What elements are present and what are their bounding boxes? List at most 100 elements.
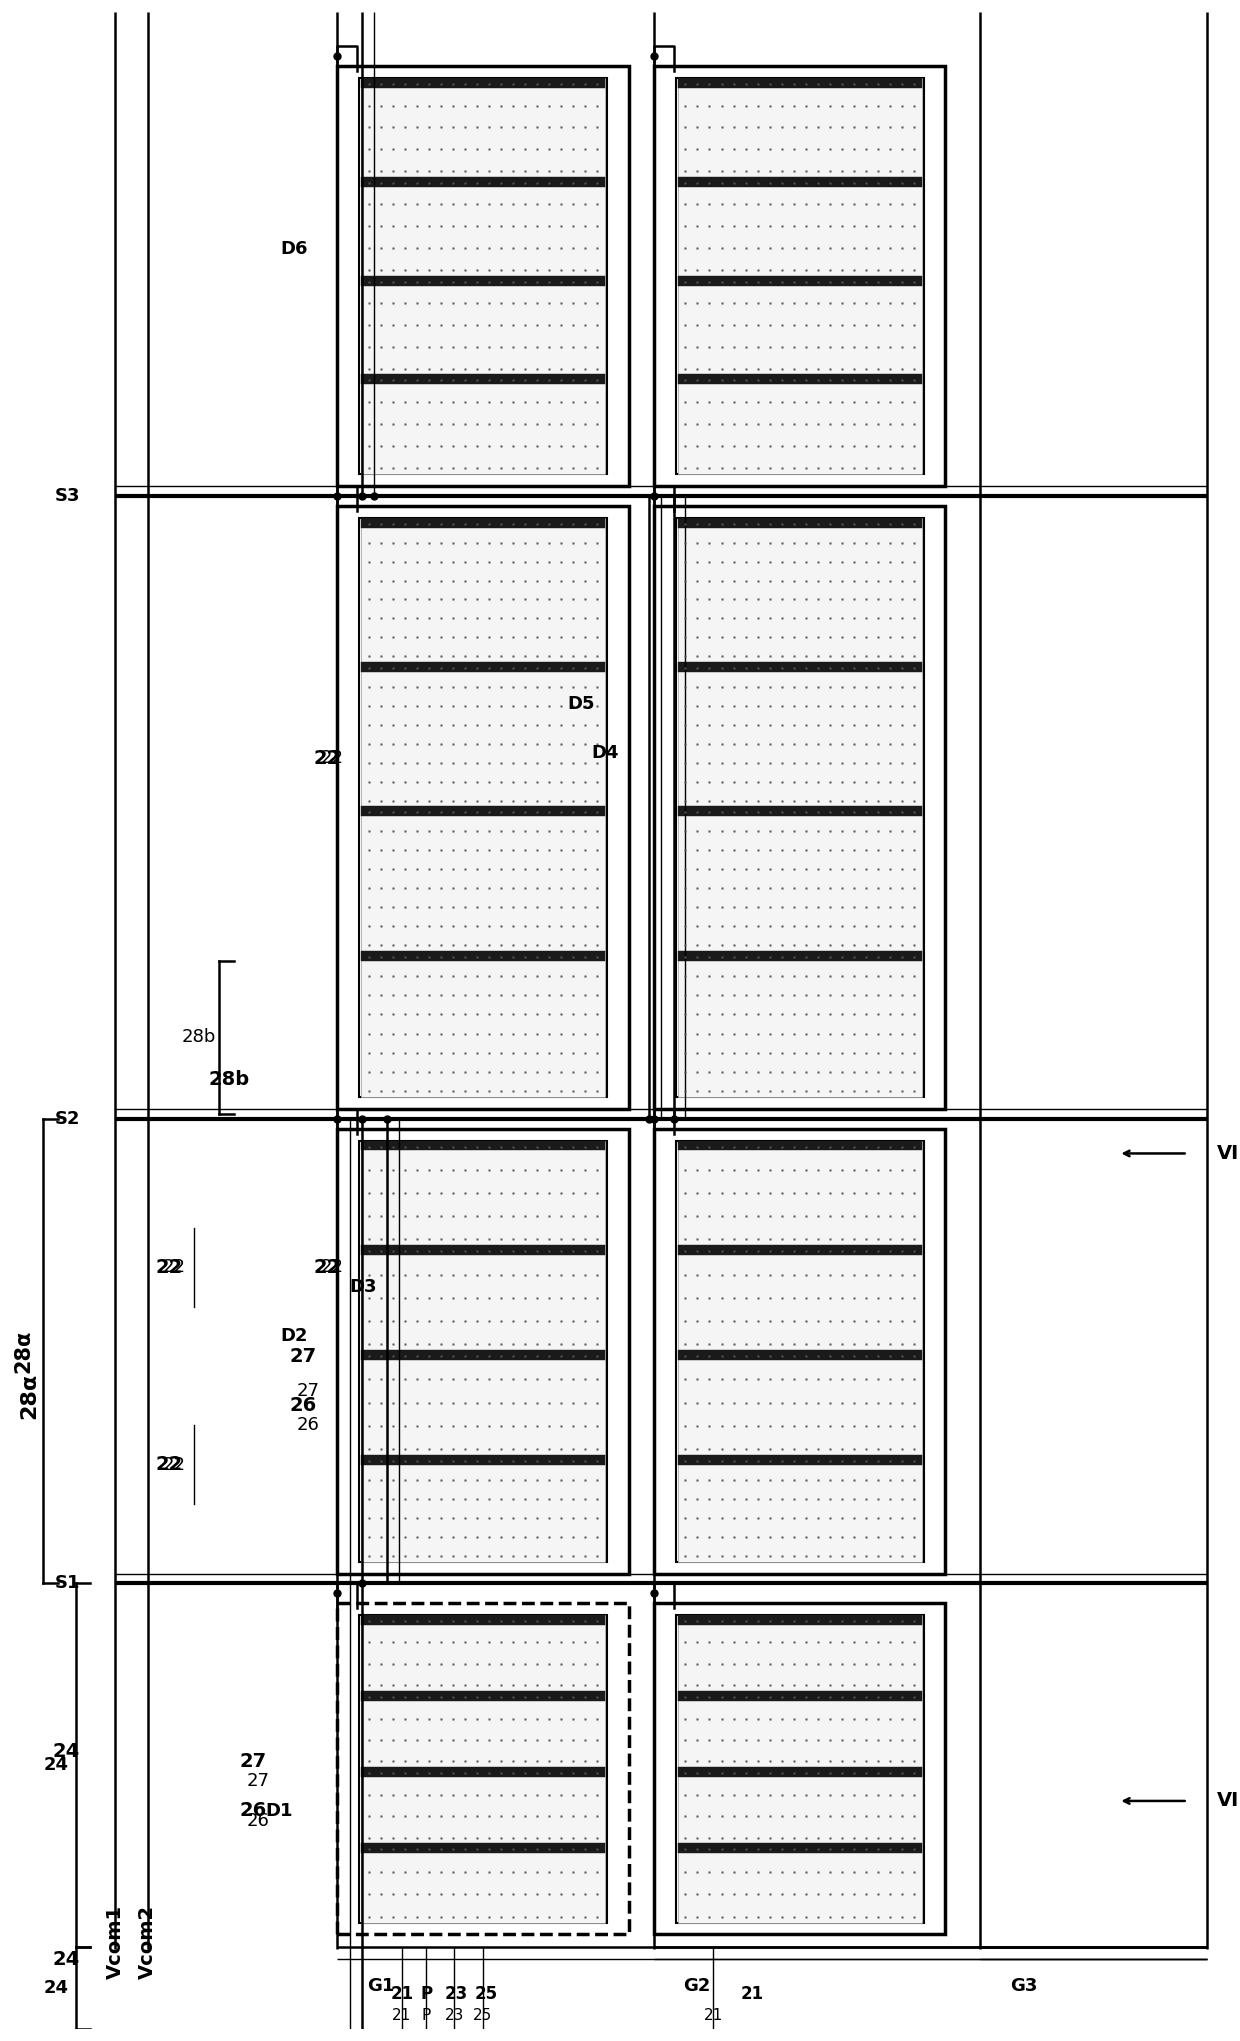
Text: 22: 22 [156,1455,184,1474]
Bar [337,506,629,1108]
Text: 28α: 28α [14,1329,33,1374]
Bar [361,518,605,661]
Text: 22: 22 [156,1257,184,1276]
Bar [361,1614,605,1625]
Bar [361,806,605,951]
Bar [676,1141,924,1561]
Bar [360,1141,608,1561]
Bar [361,518,605,529]
Bar [677,1245,921,1351]
Bar [361,374,605,384]
Bar [677,1245,921,1255]
Bar [361,1692,605,1700]
Bar [361,1141,605,1151]
Bar [676,78,924,474]
Bar [361,1843,605,1853]
Bar [677,276,921,286]
Text: 22: 22 [321,749,343,767]
Text: S1: S1 [55,1574,81,1592]
Text: 26: 26 [296,1416,319,1435]
Text: 21: 21 [391,1984,413,2002]
Bar [361,178,605,186]
Text: D5: D5 [567,694,594,712]
Bar [337,65,629,486]
Text: 22: 22 [314,1257,341,1276]
Bar [360,1614,608,1923]
Text: D2: D2 [280,1327,308,1345]
Text: S3: S3 [55,488,81,504]
Bar [676,1614,924,1923]
Bar [361,1351,605,1359]
Bar [677,1768,921,1778]
Bar [677,806,921,816]
Text: P: P [420,1984,433,2002]
Bar [677,1455,921,1561]
Text: 25: 25 [474,1984,497,2002]
Bar [677,1351,921,1359]
Bar [361,78,605,88]
Bar [677,1351,921,1455]
Bar [677,1768,921,1843]
Bar [653,1604,945,1935]
Bar [677,1692,921,1700]
Text: 26: 26 [247,1812,270,1829]
Text: 24: 24 [52,1949,79,1970]
Text: D6: D6 [280,241,308,257]
Text: 21: 21 [742,1984,764,2002]
Bar [361,1455,605,1465]
Bar [361,951,605,1098]
Text: 23: 23 [444,2008,464,2023]
Bar [361,1245,605,1351]
Text: VI: VI [1218,1143,1240,1163]
Bar [337,1129,629,1574]
Text: 22: 22 [162,1455,186,1474]
Text: Vcom2: Vcom2 [138,1904,157,1980]
Text: VI: VI [1218,1792,1240,1810]
Bar [360,78,608,474]
Bar [361,374,605,474]
Bar [677,1141,921,1245]
Bar [653,1129,945,1574]
Bar [677,1614,921,1625]
Bar [361,951,605,961]
Bar [677,178,921,276]
Text: P: P [422,2008,432,2023]
Text: G3: G3 [1009,1978,1037,1994]
Bar [653,506,945,1108]
Bar [361,78,605,178]
Text: 24: 24 [52,1743,79,1761]
Bar [677,178,921,186]
Text: G1: G1 [367,1978,394,1994]
Text: 27: 27 [296,1382,320,1400]
Text: 23: 23 [444,1984,467,2002]
Bar [653,65,945,486]
Bar [677,1843,921,1853]
Text: 27: 27 [239,1751,267,1772]
Text: 24: 24 [43,1757,68,1774]
Text: 22: 22 [314,749,341,767]
Bar [361,1692,605,1768]
Text: 22: 22 [162,1257,186,1276]
Text: S2: S2 [55,1110,81,1129]
Text: 28b: 28b [208,1069,249,1088]
Bar [361,1141,605,1245]
Bar [360,518,608,1098]
Bar [361,661,605,806]
Text: 27: 27 [247,1772,270,1790]
Bar [677,951,921,1098]
Bar [677,951,921,961]
Bar [361,1245,605,1255]
Text: 22: 22 [321,1257,343,1276]
Text: 28b: 28b [182,1029,216,1045]
Text: 26: 26 [289,1396,316,1414]
Bar [361,1843,605,1923]
Bar [361,1768,605,1843]
Text: 27: 27 [289,1347,316,1365]
Text: Vcom1: Vcom1 [105,1904,124,1980]
Bar [677,518,921,661]
Text: 26: 26 [239,1802,267,1821]
Bar [677,661,921,671]
Text: D3: D3 [350,1278,377,1296]
Bar [677,1141,921,1151]
Bar [677,518,921,529]
